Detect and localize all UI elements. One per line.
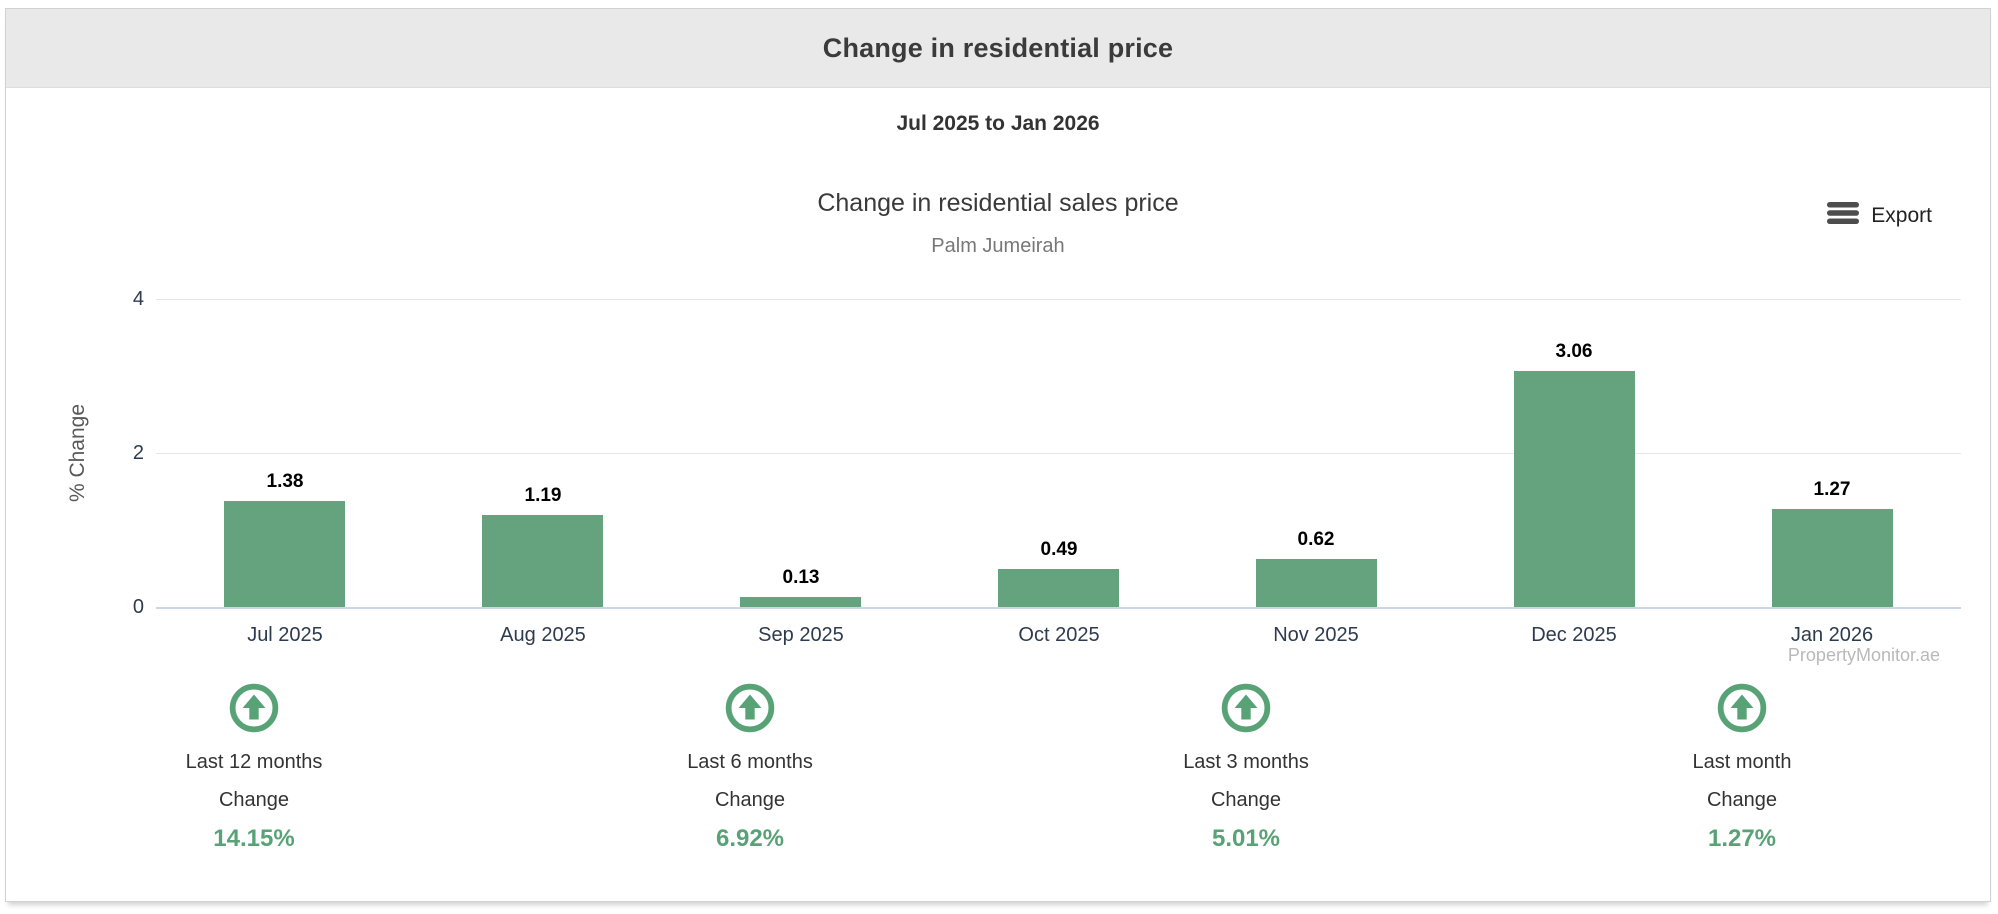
bar — [1256, 559, 1377, 607]
bar-value-label: 0.13 — [782, 567, 820, 588]
y-tick-label: 0 — [132, 596, 144, 618]
date-range-subtitle: Jul 2025 to Jan 2026 — [896, 112, 1100, 135]
arrow-up-circle-icon — [1717, 683, 1767, 733]
chart-block: Change in residential sales price Palm J… — [6, 137, 1990, 683]
x-axis-label: Dec 2025 — [1531, 624, 1617, 646]
report-card: Change in residential price Jul 2025 to … — [5, 8, 1991, 902]
bar-value-label: 1.27 — [1813, 479, 1851, 500]
x-axis-line — [156, 607, 1961, 609]
x-axis-label: Jul 2025 — [247, 624, 323, 646]
page-title: Change in residential price — [822, 32, 1174, 63]
export-button[interactable]: Export — [1827, 201, 1932, 230]
y-axis-title: % Change — [66, 403, 89, 503]
stat-value: 14.15% — [213, 825, 295, 852]
gridline — [156, 453, 1961, 454]
chart-title: Change in residential sales price — [817, 189, 1179, 217]
stat-label: Last 3 months — [1183, 751, 1309, 773]
stat-value: 6.92% — [715, 825, 785, 852]
stat-label: Last 12 months — [185, 751, 323, 773]
bar-value-label: 1.38 — [266, 471, 304, 492]
bar — [482, 515, 603, 607]
x-axis-label: Jan 2026 — [1790, 624, 1874, 646]
stat-label: Last month — [1692, 751, 1792, 773]
arrow-up-circle-icon — [1221, 683, 1271, 733]
bar — [1514, 371, 1635, 607]
stat-sublabel: Change — [714, 789, 786, 811]
stat-last-6-months: Last 6 months Change 6.92% — [502, 683, 998, 853]
x-axis-label: Oct 2025 — [1018, 624, 1100, 646]
stat-value: 1.27% — [1707, 825, 1777, 852]
arrow-up-circle-icon — [725, 683, 775, 733]
bar — [224, 501, 345, 607]
bar-value-label: 0.62 — [1297, 529, 1335, 550]
stat-sublabel: Change — [1210, 789, 1282, 811]
stat-value: 5.01% — [1211, 825, 1281, 852]
chart-subtitle: Palm Jumeirah — [931, 235, 1065, 257]
bar-value-label: 3.06 — [1555, 341, 1593, 362]
gridline — [156, 299, 1961, 300]
y-tick-label: 2 — [132, 442, 144, 464]
report-header: Change in residential price — [6, 9, 1990, 88]
y-tick-label: 4 — [132, 288, 144, 310]
stat-last-3-months: Last 3 months Change 5.01% — [998, 683, 1494, 853]
watermark: PropertyMonitor.ae — [1787, 645, 1940, 665]
bar — [998, 569, 1119, 607]
export-button-label: Export — [1871, 203, 1932, 227]
arrow-up-circle-icon — [229, 683, 279, 733]
x-axis-label: Aug 2025 — [500, 624, 586, 646]
stat-sublabel: Change — [218, 789, 290, 811]
x-axis-label: Sep 2025 — [758, 624, 844, 646]
bar-value-label: 0.49 — [1040, 539, 1078, 560]
bar — [1772, 509, 1893, 607]
stat-sublabel: Change — [1706, 789, 1778, 811]
x-axis-label: Nov 2025 — [1273, 624, 1359, 646]
hamburger-menu-icon — [1827, 201, 1860, 230]
bar-value-label: 1.19 — [524, 485, 562, 506]
stat-last-12-months: Last 12 months Change 14.15% — [6, 683, 502, 853]
summary-row: Last 12 months Change 14.15% Last 6 mont… — [6, 683, 1990, 853]
stat-last-month: Last month Change 1.27% — [1494, 683, 1990, 853]
stat-label: Last 6 months — [687, 751, 813, 773]
bar — [740, 597, 861, 607]
